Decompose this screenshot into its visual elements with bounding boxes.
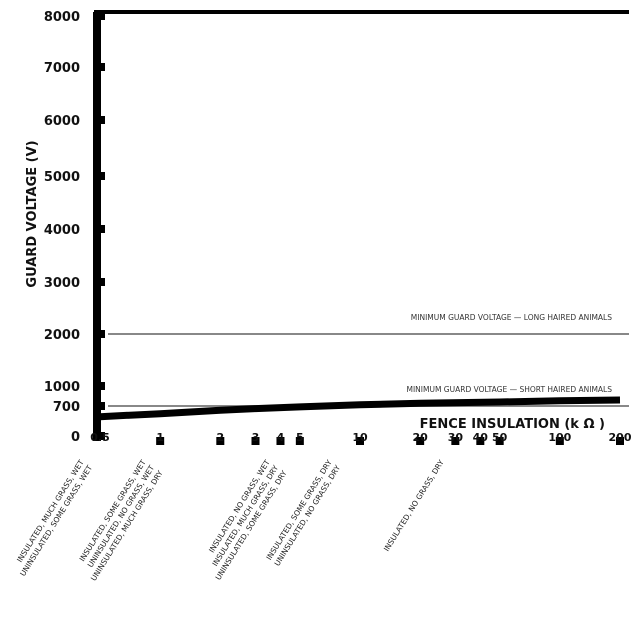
condition-label-group: INSULATED, NO GRASS, DRY <box>382 458 446 553</box>
y-tick-label: 700 <box>53 400 80 415</box>
y-tick-mark <box>98 402 105 410</box>
y-tick-mark <box>98 330 105 338</box>
condition-label: INSULATED, NO GRASS, DRY <box>382 458 446 553</box>
y-tick-label: 1000 <box>44 380 80 395</box>
y-tick-label: 8000 <box>44 10 80 25</box>
x-tick-mark <box>476 437 485 445</box>
x-tick-mark <box>276 437 285 445</box>
y-axis-title: GUARD VOLTAGE (V) <box>25 140 40 287</box>
x-tick-mark <box>495 437 504 445</box>
x-tick-mark <box>555 437 564 445</box>
y-tick-label: 0 <box>71 430 80 445</box>
x-tick-mark <box>356 437 364 445</box>
x-tick-label: 40 <box>473 431 489 444</box>
y-tick-label: 2000 <box>44 328 80 343</box>
x-tick-label: 1 <box>156 431 164 444</box>
x-tick-label: 50 <box>492 431 508 444</box>
x-tick-mark <box>295 437 304 445</box>
reference-line-label: MINIMUM GUARD VOLTAGE — SHORT HAIRED ANI… <box>406 385 612 394</box>
y-tick-mark <box>98 278 105 286</box>
x-tick-label: 20 <box>413 431 429 444</box>
y-tick-mark <box>98 12 105 20</box>
x-tick-label: 10 <box>352 431 368 444</box>
y-tick-mark <box>98 116 105 124</box>
y-tick-label: 3000 <box>44 276 80 291</box>
x-tick-label: 200 <box>609 431 632 444</box>
x-tick-mark <box>156 437 165 445</box>
reference-line-label: MINIMUM GUARD VOLTAGE — LONG HAIRED ANIM… <box>411 313 612 322</box>
y-tick-label: 6000 <box>44 114 80 129</box>
y-tick-mark <box>98 382 105 390</box>
voltage-curve <box>99 396 621 421</box>
condition-label: INSULATED, MUCH GRASS, WET <box>15 458 86 564</box>
y-tick-label: 4000 <box>44 223 80 238</box>
x-tick-mark <box>251 437 260 445</box>
x-tick-label: 2 <box>216 431 224 444</box>
condition-label: UNINSULATED, NO GRASS, WET <box>86 463 157 569</box>
x-tick-label: 3 <box>252 431 260 444</box>
y-tick-mark <box>98 63 105 71</box>
x-axis-title: FENCE INSULATION (k Ω ) <box>420 417 605 432</box>
y-tick-label: 7000 <box>44 61 80 76</box>
x-tick-mark <box>216 437 225 445</box>
x-tick-label: 4 <box>277 431 285 444</box>
x-tick-label: 30 <box>448 431 464 444</box>
x-tick-label: 0.5 <box>90 431 110 444</box>
x-tick-label: 100 <box>548 431 571 444</box>
y-tick-mark <box>98 225 105 233</box>
x-tick-mark <box>616 437 624 445</box>
x-tick-mark <box>416 437 425 445</box>
y-tick-mark <box>98 432 105 440</box>
x-tick-mark <box>451 437 460 445</box>
x-tick-label: 5 <box>296 431 304 444</box>
y-tick-mark <box>98 172 105 180</box>
y-tick-label: 5000 <box>44 170 80 185</box>
